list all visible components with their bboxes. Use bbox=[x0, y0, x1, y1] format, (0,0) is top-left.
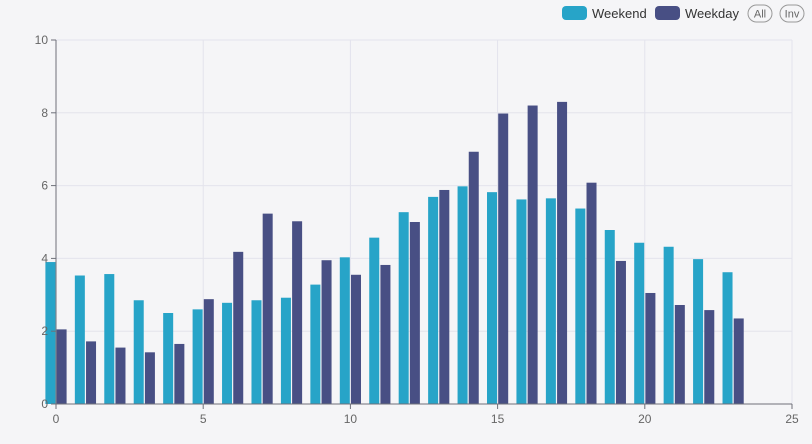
bar-weekend-13[interactable] bbox=[428, 196, 439, 404]
bar-weekend-9[interactable] bbox=[310, 284, 321, 404]
bar-weekday-7[interactable] bbox=[262, 213, 273, 404]
bars bbox=[45, 101, 744, 405]
legend-all-button-label: All bbox=[754, 9, 766, 21]
bar-weekend-5[interactable] bbox=[192, 309, 203, 404]
legend: Weekend Weekday All Inv bbox=[562, 4, 805, 23]
bar-weekend-7[interactable] bbox=[251, 300, 262, 404]
bar-weekend-12[interactable] bbox=[398, 212, 409, 404]
bar-weekend-21[interactable] bbox=[663, 246, 674, 404]
legend-inv-button[interactable]: Inv bbox=[779, 4, 805, 23]
y-tick-label: 6 bbox=[41, 179, 48, 193]
y-tick-label: 0 bbox=[41, 397, 48, 411]
bar-weekend-2[interactable] bbox=[104, 274, 115, 404]
bar-weekday-21[interactable] bbox=[674, 304, 685, 404]
y-tick-label: 2 bbox=[41, 324, 48, 338]
y-tick-label: 8 bbox=[41, 106, 48, 120]
bar-weekday-9[interactable] bbox=[321, 260, 332, 404]
bar-weekend-23[interactable] bbox=[722, 272, 733, 404]
bar-weekend-19[interactable] bbox=[604, 230, 615, 404]
bar-weekday-18[interactable] bbox=[586, 182, 597, 404]
y-tick-label: 10 bbox=[35, 33, 49, 47]
x-tick-label: 15 bbox=[491, 412, 505, 426]
bar-weekday-6[interactable] bbox=[233, 251, 244, 404]
bar-weekend-18[interactable] bbox=[575, 208, 586, 404]
bar-weekend-14[interactable] bbox=[457, 186, 468, 404]
bar-weekday-4[interactable] bbox=[174, 343, 185, 404]
bar-weekend-0[interactable] bbox=[45, 262, 56, 404]
bar-weekend-6[interactable] bbox=[222, 302, 233, 404]
bar-weekday-19[interactable] bbox=[615, 260, 626, 404]
legend-label-weekend: Weekend bbox=[592, 6, 647, 21]
x-tick-label: 25 bbox=[785, 412, 799, 426]
bar-weekday-10[interactable] bbox=[350, 274, 361, 404]
bar-weekend-3[interactable] bbox=[133, 300, 144, 404]
bar-weekend-16[interactable] bbox=[516, 199, 527, 404]
x-tick-label: 0 bbox=[53, 412, 60, 426]
bar-weekday-23[interactable] bbox=[733, 318, 744, 404]
bar-weekend-17[interactable] bbox=[545, 198, 556, 404]
legend-swatch-weekday bbox=[655, 6, 680, 20]
axes: 0 2 4 6 8 10 0 5 10 15 20 25 bbox=[35, 33, 799, 426]
bar-weekday-14[interactable] bbox=[468, 151, 479, 404]
bar-weekday-13[interactable] bbox=[439, 189, 450, 404]
x-tick-label: 10 bbox=[344, 412, 358, 426]
bar-weekend-4[interactable] bbox=[163, 313, 174, 404]
bar-weekend-10[interactable] bbox=[339, 257, 350, 404]
legend-item-weekend[interactable]: Weekend bbox=[562, 6, 647, 21]
bar-weekend-15[interactable] bbox=[487, 192, 498, 404]
bar-weekday-2[interactable] bbox=[115, 347, 126, 404]
bar-weekday-11[interactable] bbox=[380, 264, 391, 404]
bar-weekday-8[interactable] bbox=[292, 221, 303, 404]
x-tick-label: 20 bbox=[638, 412, 652, 426]
bar-weekday-3[interactable] bbox=[144, 352, 155, 404]
legend-all-button[interactable]: All bbox=[747, 4, 773, 23]
legend-item-weekday[interactable]: Weekday bbox=[655, 6, 739, 21]
bar-weekend-1[interactable] bbox=[74, 275, 85, 404]
bar-weekday-15[interactable] bbox=[498, 113, 509, 404]
legend-label-weekday: Weekday bbox=[685, 6, 739, 21]
legend-inv-button-outline bbox=[779, 4, 805, 23]
legend-all-button-outline bbox=[747, 4, 773, 23]
bar-weekday-1[interactable] bbox=[86, 341, 97, 404]
bar-weekday-0[interactable] bbox=[56, 329, 67, 404]
x-tick-label: 5 bbox=[200, 412, 207, 426]
bar-weekday-20[interactable] bbox=[645, 292, 656, 404]
bar-weekday-17[interactable] bbox=[557, 101, 568, 404]
bar-weekday-22[interactable] bbox=[704, 310, 715, 404]
bar-weekday-16[interactable] bbox=[527, 105, 538, 405]
bar-weekday-12[interactable] bbox=[409, 222, 420, 404]
bar-weekend-22[interactable] bbox=[693, 259, 704, 404]
y-tick-label: 4 bbox=[41, 251, 48, 265]
bar-weekend-20[interactable] bbox=[634, 242, 645, 404]
bar-weekend-8[interactable] bbox=[280, 297, 291, 404]
legend-swatch-weekend bbox=[562, 6, 587, 20]
bar-weekday-5[interactable] bbox=[203, 299, 214, 404]
grid bbox=[56, 39, 793, 404]
bar-weekend-11[interactable] bbox=[369, 237, 380, 404]
legend-inv-button-label: Inv bbox=[785, 9, 800, 21]
